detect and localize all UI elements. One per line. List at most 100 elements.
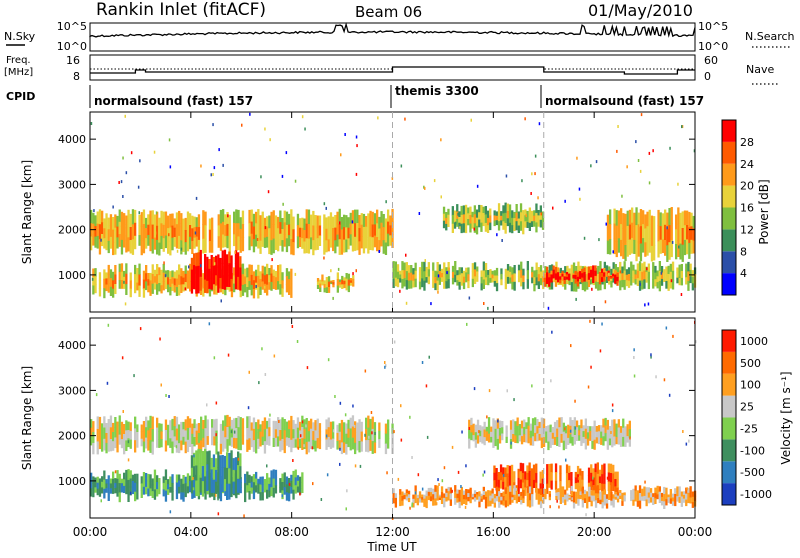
- heatmap-cell: [539, 471, 542, 478]
- heatmap-cell: [599, 280, 602, 291]
- heatmap-cell: [162, 272, 165, 282]
- heatmap-cell: [563, 272, 566, 277]
- heatmap-cell: [628, 420, 631, 430]
- heatmap-cell: [391, 221, 394, 236]
- heatmap-cell: [175, 287, 179, 296]
- heatmap-cell: [171, 277, 174, 285]
- heatmap-cell: [228, 426, 231, 437]
- heatmap-cell: [118, 280, 121, 289]
- heatmap-cell: [647, 263, 650, 273]
- heatmap-cell: [567, 424, 570, 432]
- heatmap-cell: [283, 441, 286, 454]
- heatmap-cell: [151, 274, 154, 285]
- heatmap-cell: [511, 267, 514, 275]
- heatmap-cell: [125, 227, 128, 241]
- heatmap-cell: [169, 271, 172, 280]
- heatmap-cell: [531, 488, 534, 495]
- heatmap-speck: [180, 247, 183, 251]
- heatmap-cell: [480, 213, 483, 224]
- heatmap-cell: [524, 471, 527, 480]
- heatmap-cell: [513, 490, 516, 496]
- heatmap-speck: [120, 180, 123, 184]
- heatmap-cell: [447, 208, 450, 216]
- heatmap-cell: [222, 209, 225, 223]
- heatmap-cell: [327, 287, 331, 293]
- heatmap-cell: [204, 279, 207, 293]
- heatmap-cell: [491, 488, 494, 494]
- heatmap-cell: [365, 216, 368, 228]
- heatmap-cell: [495, 486, 499, 492]
- heatmap-cell: [530, 481, 533, 489]
- heatmap-cell: [252, 226, 256, 240]
- heatmap-cell: [584, 428, 587, 440]
- heatmap-cell: [620, 224, 623, 241]
- heatmap-cell: [212, 454, 216, 468]
- heatmap-speck: [487, 218, 489, 221]
- colorbar-swatch: [722, 207, 736, 230]
- heatmap-cell: [120, 271, 124, 281]
- heatmap-cell: [332, 239, 335, 252]
- heatmap-speck: [352, 272, 354, 276]
- heatmap-cell: [551, 427, 554, 434]
- heatmap-cell: [156, 239, 159, 255]
- heatmap-cell: [550, 270, 553, 275]
- heatmap-cell: [590, 481, 593, 491]
- heatmap-cell: [447, 495, 450, 501]
- heatmap-cell: [572, 491, 576, 498]
- heatmap-cell: [524, 209, 527, 216]
- heatmap-cell: [645, 271, 648, 278]
- heatmap-cell: [581, 268, 584, 274]
- colorbar-swatch: [722, 185, 736, 208]
- heatmap-cell: [481, 426, 484, 433]
- heatmap-speck: [153, 150, 156, 154]
- heatmap-speck: [693, 149, 696, 153]
- heatmap-cell: [464, 214, 468, 224]
- heatmap-cell: [101, 432, 104, 443]
- heatmap-cell: [574, 279, 577, 284]
- heatmap-cell: [524, 487, 527, 496]
- heatmap-cell: [268, 477, 271, 485]
- heatmap-cell: [603, 494, 606, 501]
- heatmap-cell: [129, 470, 132, 479]
- heatmap-cell: [277, 228, 280, 240]
- heatmap-cell: [499, 480, 503, 489]
- heatmap-cell: [105, 487, 108, 493]
- heatmap-cell: [630, 261, 633, 270]
- heatmap-cell: [241, 284, 245, 296]
- heatmap-cell: [498, 420, 502, 429]
- heatmap-cell: [351, 437, 355, 450]
- heatmap-cell: [526, 216, 529, 223]
- heatmap-cell: [570, 282, 573, 292]
- heatmap-cell: [394, 261, 397, 271]
- heatmap-cell: [94, 482, 97, 488]
- heatmap-cell: [438, 497, 441, 500]
- heatmap-cell: [609, 239, 612, 255]
- heatmap-cell: [206, 451, 209, 465]
- heatmap-speck: [531, 384, 533, 388]
- heatmap-cell: [414, 485, 417, 492]
- heatmap-cell: [266, 226, 269, 238]
- heatmap-speck: [285, 151, 288, 155]
- heatmap-cell: [517, 496, 521, 500]
- heatmap-cell: [502, 491, 505, 497]
- heatmap-cell: [473, 276, 477, 284]
- heatmap-cell: [145, 479, 148, 488]
- heatmap-cell: [234, 470, 238, 484]
- heatmap-cell: [285, 484, 289, 493]
- heatmap-cell: [182, 492, 185, 502]
- heatmap-cell: [105, 433, 108, 444]
- heatmap-cell: [189, 213, 192, 226]
- heatmap-cell: [105, 479, 108, 484]
- heatmap-cell: [184, 430, 187, 442]
- heatmap-cell: [471, 263, 474, 272]
- heatmap-cell: [234, 250, 238, 264]
- heatmap-cell: [347, 428, 350, 439]
- heatmap-cell: [600, 438, 603, 445]
- heatmap-cell: [498, 435, 502, 444]
- heatmap-cell: [540, 417, 543, 429]
- heatmap-speck: [269, 138, 271, 142]
- heatmap-cell: [414, 262, 417, 272]
- heatmap-cell: [129, 227, 132, 241]
- heatmap-cell: [145, 486, 148, 495]
- heatmap-cell: [626, 210, 629, 227]
